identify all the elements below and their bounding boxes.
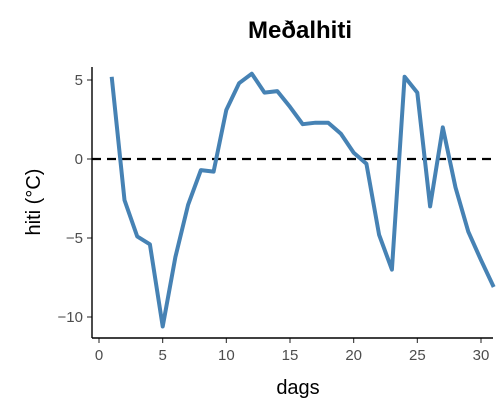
y-axis-title: hiti (°C) <box>23 169 45 236</box>
x-tick-label: 5 <box>158 347 166 364</box>
x-tick-label: 15 <box>282 347 299 364</box>
x-tick-label: 25 <box>409 347 426 364</box>
x-tick-label: 20 <box>345 347 362 364</box>
x-tick-label: 10 <box>218 347 235 364</box>
y-tick-label: 5 <box>75 72 83 89</box>
x-tick-label: 0 <box>95 347 103 364</box>
x-axis-title: dags <box>276 377 319 399</box>
series-line <box>109 71 496 329</box>
y-tick-label: 0 <box>75 151 83 168</box>
x-axis-ticks: 0 5 10 15 20 25 30 <box>95 338 490 364</box>
chart-title: Meðalhiti <box>248 17 352 44</box>
plot-area <box>92 71 496 329</box>
y-axis-ticks: −10 −5 0 5 <box>58 72 92 326</box>
y-tick-label: −10 <box>58 309 83 326</box>
x-tick-label: 30 <box>473 347 490 364</box>
y-tick-label: −5 <box>66 230 83 247</box>
